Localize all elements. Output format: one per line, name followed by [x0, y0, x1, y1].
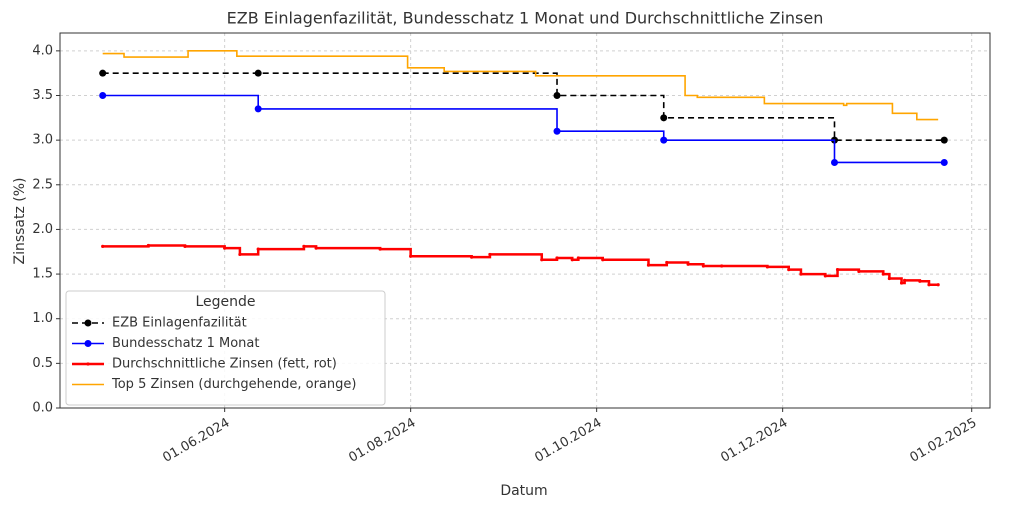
data-point [470, 255, 474, 259]
data-point [99, 92, 107, 99]
data-point [660, 136, 668, 144]
data-point [555, 256, 559, 260]
x-tick-label: 01.02.2025 [907, 416, 979, 466]
legend-label: EZB Einlagenfazilität [112, 316, 247, 331]
legend-marker [84, 319, 92, 327]
data-point [799, 272, 803, 276]
data-point [553, 127, 561, 135]
x-tick-label: 01.12.2024 [718, 416, 790, 466]
data-point [570, 258, 574, 262]
data-point [409, 254, 413, 258]
data-point [936, 283, 940, 287]
data-point [99, 69, 107, 77]
series-line [102, 244, 939, 287]
data-point [765, 265, 770, 269]
data-point [601, 258, 605, 262]
data-point [223, 246, 227, 250]
data-point [701, 264, 705, 268]
data-point [238, 252, 242, 257]
x-tick-label: 01.08.2024 [346, 416, 418, 466]
data-point [314, 246, 318, 250]
y-tick-label: 0.0 [32, 401, 53, 416]
data-point [646, 263, 651, 267]
y-axis-label: Zinssatz (%) [12, 177, 28, 264]
x-tick-label: 01.10.2024 [532, 416, 604, 466]
data-point [881, 272, 885, 276]
data-point [146, 243, 151, 248]
data-point [823, 274, 827, 278]
data-point [254, 105, 262, 113]
data-point [660, 114, 668, 122]
x-tick-label: 01.06.2024 [160, 416, 232, 466]
data-point [553, 92, 561, 99]
data-point [686, 262, 690, 266]
data-point [540, 258, 544, 262]
data-point [302, 244, 306, 248]
series-line [102, 72, 945, 141]
y-tick-label: 2.0 [32, 222, 53, 237]
data-point [787, 268, 791, 272]
data-point [254, 69, 262, 77]
data-point [940, 136, 948, 144]
legend-box [65, 290, 386, 406]
data-point [857, 269, 861, 273]
data-point [927, 283, 931, 287]
legend-title: Legende [195, 294, 255, 310]
y-tick-label: 3.0 [32, 133, 53, 148]
y-tick-label: 0.5 [32, 356, 53, 371]
plot-frame [59, 32, 991, 409]
data-point [665, 260, 669, 265]
legend-label: Durchschnittliche Zinsen (fett, rot) [112, 357, 337, 372]
legend-label: Bundesschatz 1 Monat [112, 336, 259, 351]
y-tick-label: 3.5 [32, 88, 53, 103]
chart-title: EZB Einlagenfazilität, Bundesschatz 1 Mo… [227, 9, 824, 28]
data-point [830, 158, 838, 166]
data-point [256, 247, 260, 251]
data-point [101, 244, 105, 248]
data-point [887, 276, 891, 281]
data-point [378, 247, 382, 251]
data-point [903, 278, 907, 282]
legend-label: Top 5 Zinsen (durchgehende, orange) [111, 377, 356, 392]
data-point [835, 268, 840, 272]
y-tick-label: 1.0 [32, 311, 53, 326]
legend-marker [86, 362, 90, 366]
y-tick-label: 4.0 [32, 43, 53, 58]
series-line [102, 94, 945, 164]
data-point [940, 158, 948, 166]
legend-marker [84, 340, 92, 347]
x-axis-label: Datum [500, 483, 547, 499]
data-point [576, 256, 580, 260]
data-point [183, 244, 187, 248]
data-point [918, 279, 922, 283]
data-point [488, 252, 492, 257]
data-point [720, 264, 724, 268]
y-tick-label: 1.5 [32, 267, 53, 282]
y-tick-label: 2.5 [32, 177, 53, 192]
series-line [102, 50, 939, 121]
data-point [899, 281, 904, 285]
